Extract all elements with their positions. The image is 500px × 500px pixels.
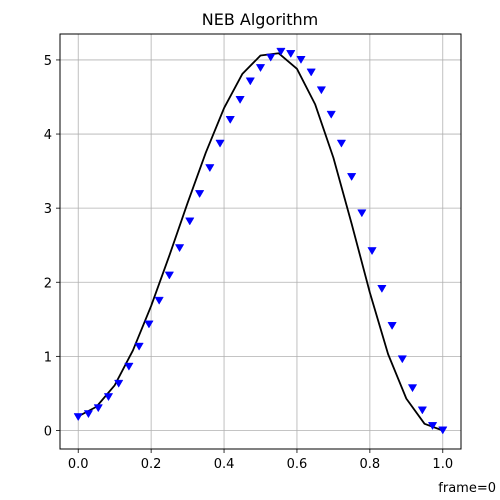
image-point-marker: [427, 422, 438, 430]
image-point-marker: [387, 322, 397, 330]
line-series: [77, 52, 444, 432]
grid-lines: [60, 34, 461, 449]
energy-curve: [77, 52, 444, 432]
image-point-marker: [144, 320, 154, 329]
image-point-marker: [103, 393, 114, 402]
image-point-marker: [215, 139, 225, 148]
image-point-marker: [225, 116, 235, 124]
image-point-marker: [73, 413, 83, 422]
image-point-marker: [245, 77, 255, 86]
image-point-marker: [114, 379, 124, 388]
x-tick-label: 0.6: [287, 457, 308, 472]
image-point-marker: [296, 56, 306, 64]
image-point-marker: [286, 50, 296, 58]
image-point-marker: [83, 410, 94, 419]
image-point-marker: [397, 355, 407, 364]
image-point-marker: [336, 139, 347, 148]
image-point-marker: [276, 47, 286, 56]
frame-annotation: frame=0: [438, 481, 496, 496]
image-point-marker: [306, 68, 316, 77]
image-point-marker: [194, 190, 205, 199]
y-tick-label: 2: [44, 276, 52, 291]
image-point-marker: [326, 110, 336, 119]
y-tick-label: 3: [44, 202, 52, 217]
image-point-marker: [154, 296, 164, 305]
image-point-marker: [377, 284, 387, 293]
image-point-marker: [346, 173, 357, 181]
image-point-marker: [205, 164, 215, 173]
image-point-marker: [235, 96, 245, 104]
y-tick-label: 0: [44, 424, 52, 439]
image-point-marker: [357, 209, 367, 218]
image-point-marker: [164, 271, 175, 280]
image-point-marker: [367, 247, 377, 256]
image-point-marker: [316, 86, 327, 95]
image-point-marker: [93, 404, 103, 413]
x-tick-label: 0.4: [214, 457, 235, 472]
plot-frame: [59, 33, 462, 450]
image-point-marker: [438, 426, 448, 435]
image-point-marker: [255, 64, 266, 73]
x-axis: 0.0 0.2 0.4 0.6 0.8 1.0: [68, 449, 453, 472]
x-tick-label: 0.2: [141, 457, 162, 472]
x-tick-label: 0.0: [68, 457, 89, 472]
x-tick-label: 1.0: [432, 457, 453, 472]
y-tick-label: 5: [44, 54, 52, 69]
image-point-marker: [417, 406, 427, 415]
y-tick-label: 1: [44, 350, 52, 365]
image-point-marker: [407, 384, 418, 393]
image-point-marker: [174, 244, 185, 253]
image-point-marker: [185, 217, 195, 226]
image-point-marker: [266, 53, 276, 62]
image-point-marker: [134, 342, 144, 351]
y-tick-label: 4: [44, 128, 52, 143]
image-point-marker: [124, 362, 134, 371]
chart-title: NEB Algorithm: [202, 10, 319, 29]
marker-series: [73, 47, 448, 435]
y-axis: 0 1 2 3 4 5: [44, 54, 60, 439]
x-tick-label: 0.8: [360, 457, 381, 472]
